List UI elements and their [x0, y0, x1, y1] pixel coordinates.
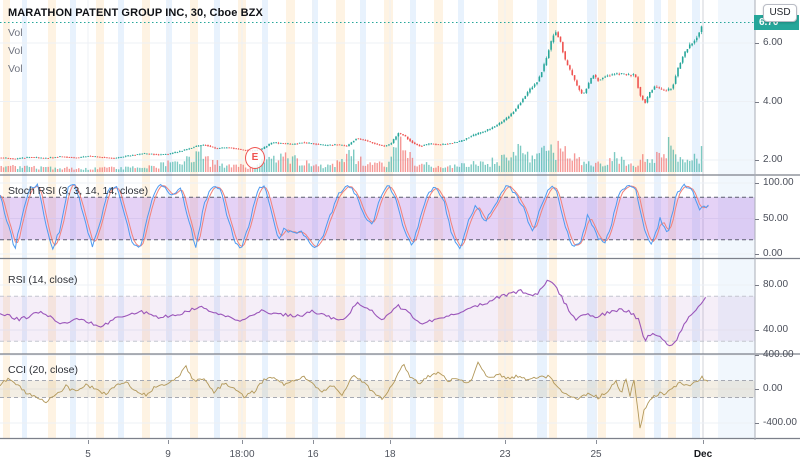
cci-indicator-label: CCI (20, close) — [8, 364, 79, 376]
y-axis-label: 0.00 — [763, 248, 783, 259]
time-axis-label: 18 — [384, 449, 396, 460]
y-axis-label: 80.00 — [763, 279, 789, 290]
y-axis-label: 6.00 — [763, 37, 783, 48]
time-axis-label: 16 — [307, 449, 319, 460]
currency-usd-button[interactable]: USD — [763, 4, 797, 22]
y-axis-label: 0.00 — [763, 383, 783, 394]
price-axis[interactable]: 6.70 USD 6.00 4.00 2.00 100.00 50.00 0.00 80.0… — [754, 0, 800, 472]
time-axis-label: 18:00 — [229, 449, 255, 460]
y-axis-label: 2.00 — [763, 154, 783, 165]
time-axis-label: Dec — [693, 449, 713, 460]
earnings-marker[interactable]: E — [245, 146, 265, 169]
time-axis[interactable]: 5 9 18:00 16 18 23 25 Dec — [0, 440, 800, 472]
time-axis-label: 23 — [499, 449, 511, 460]
time-axis-label: 5 — [85, 449, 91, 460]
volume-legend-label: Vol — [8, 27, 23, 39]
y-axis-label: 100.00 — [763, 177, 794, 188]
rsi-indicator-label: RSI (14, close) — [8, 274, 78, 286]
volume-legend-label: Vol — [8, 45, 23, 57]
stoch-rsi-indicator-label: Stoch RSI (3, 3, 14, 14, close) — [8, 185, 149, 197]
y-axis-label: 50.00 — [763, 212, 789, 224]
time-axis-label: 25 — [590, 449, 602, 460]
symbol-title: MARATHON PATENT GROUP INC, 30, Cboe BZX — [8, 7, 263, 19]
earnings-marker-label: E — [251, 152, 259, 164]
y-axis-label: -400.00 — [763, 417, 797, 428]
volume-legend-label: Vol — [8, 63, 23, 75]
y-axis-label: 40.00 — [763, 324, 789, 335]
y-axis-label: 400.00 — [763, 349, 794, 360]
time-axis-label: 9 — [165, 449, 171, 460]
y-axis-label: 4.00 — [763, 95, 783, 107]
